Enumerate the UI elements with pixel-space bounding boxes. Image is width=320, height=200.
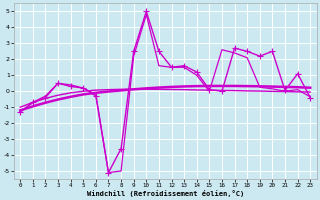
X-axis label: Windchill (Refroidissement éolien,°C): Windchill (Refroidissement éolien,°C) — [87, 190, 244, 197]
